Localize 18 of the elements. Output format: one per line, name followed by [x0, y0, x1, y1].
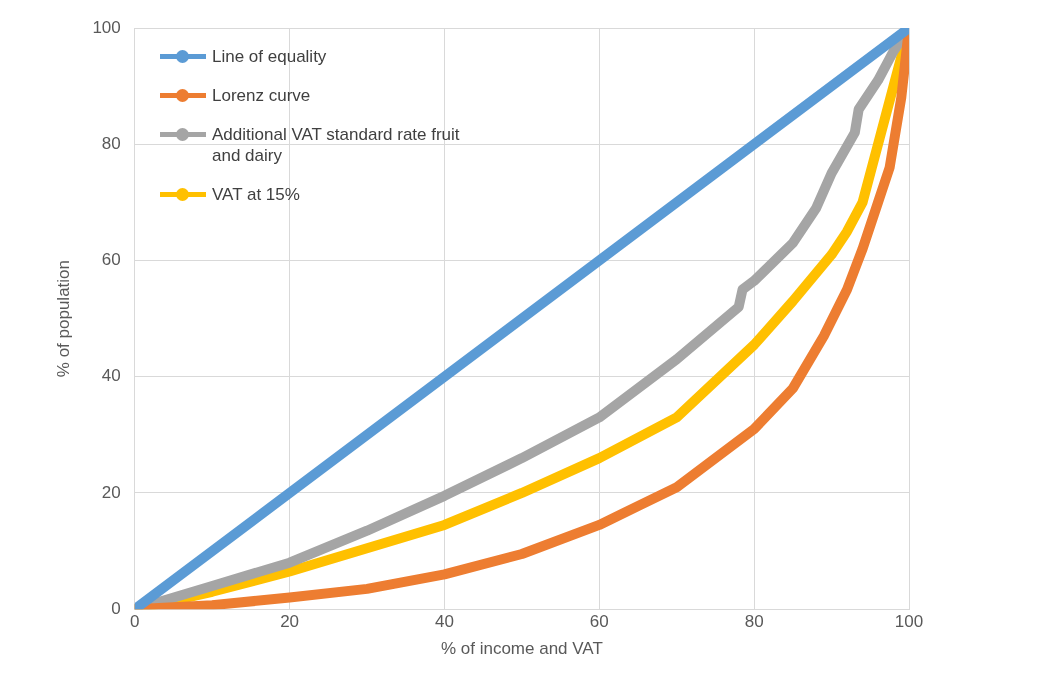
y-tick-label: 80 — [101, 133, 121, 153]
legend-label: Lorenz curve — [212, 85, 311, 106]
y-tick-label: 60 — [101, 250, 121, 270]
x-tick-label: 100 — [894, 612, 924, 632]
y-tick-label: 20 — [101, 482, 121, 502]
y-tick-label: 100 — [92, 17, 121, 37]
legend-label: Line of equality — [212, 46, 327, 67]
y-tick-label: 0 — [111, 598, 121, 618]
x-tick-label: 40 — [435, 612, 454, 632]
x-tick-label: 80 — [744, 612, 764, 632]
x-tick-label: 60 — [589, 612, 609, 632]
legend-label: Additional VAT standard rate fruit and dairy — [212, 124, 460, 166]
y-tick-label: 40 — [101, 366, 121, 386]
y-axis-title: % of population — [53, 260, 73, 378]
legend-label: VAT at 15% — [212, 184, 300, 205]
x-tick-label: 0 — [130, 612, 140, 632]
x-tick-label: 20 — [280, 612, 300, 632]
x-axis-title: % of income and VAT — [440, 639, 603, 659]
